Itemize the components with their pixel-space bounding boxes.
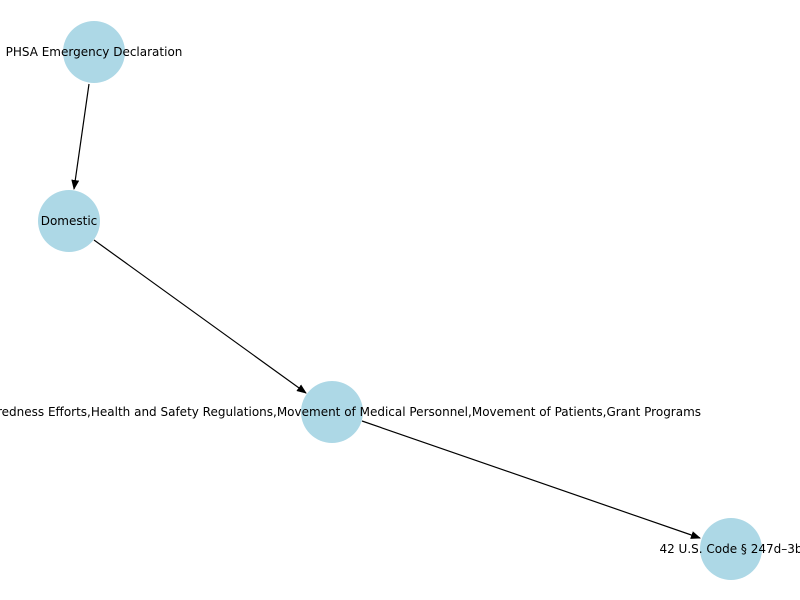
node-label-phsa: PHSA Emergency Declaration (6, 45, 183, 59)
node-label-preparedness: Preparedness Efforts,Health and Safety R… (0, 405, 701, 419)
nodes (38, 21, 762, 580)
edge-phsa-to-domestic (71, 83, 90, 190)
node-phsa-emergency-declaration[interactable] (63, 21, 125, 83)
node-42-usc-247d-3b[interactable] (700, 518, 762, 580)
node-label-domestic: Domestic (41, 214, 98, 228)
node-preparedness-efforts[interactable] (301, 381, 363, 443)
edge-domestic-to-preparedness (93, 239, 307, 394)
node-label-42-usc: 42 U.S. Code § 247d–3b (659, 542, 800, 556)
node-domestic[interactable] (38, 190, 100, 252)
edges (71, 83, 701, 539)
labels: PHSA Emergency Declaration Domestic Prep… (0, 45, 800, 556)
edge-preparedness-to-42-usc (361, 420, 701, 539)
